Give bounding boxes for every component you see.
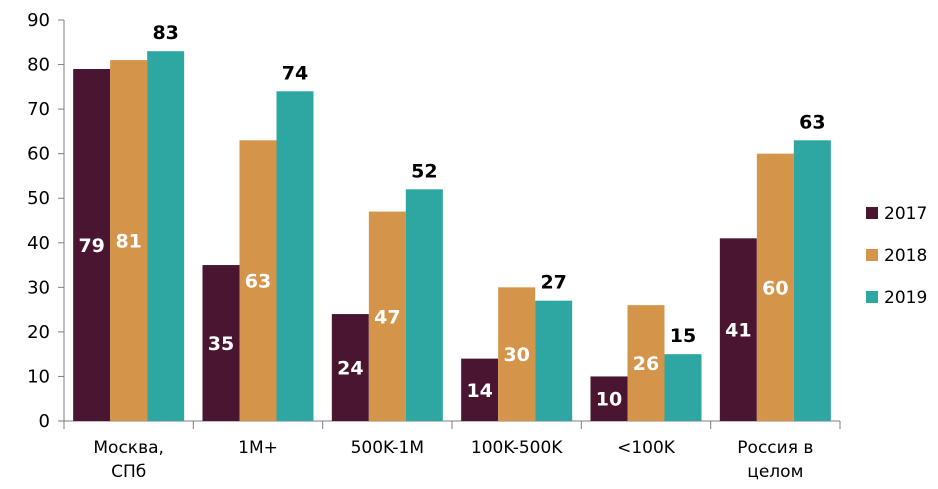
bar-2017 (461, 358, 499, 421)
data-label: 52 (411, 160, 437, 182)
y-tick-label: 0 (39, 411, 50, 432)
bar-2017 (202, 265, 240, 421)
bar-2018 (239, 140, 277, 422)
y-axis: 0 10 20 30 40 50 60 70 80 90 (27, 10, 65, 432)
x-tick-label: Москва, (93, 438, 164, 458)
legend-label: 2019 (884, 288, 927, 308)
x-tick-label: Россия в (737, 438, 813, 458)
y-tick-label: 40 (27, 233, 50, 254)
bar-2017 (73, 69, 111, 421)
data-label: 63 (245, 271, 271, 293)
data-label: 15 (670, 325, 696, 347)
bar-2018 (110, 60, 148, 421)
legend: 2017 2018 2019 (866, 204, 927, 308)
bar-2017 (331, 314, 369, 421)
bar-2018 (756, 153, 794, 421)
legend-swatch (866, 249, 878, 261)
bar-labels: 79 35 24 14 10 41 81 63 47 30 26 60 83 74 52 27 15 63 (78, 22, 825, 411)
bar-2019 (147, 51, 185, 421)
bar-2019 (793, 140, 831, 422)
data-label: 30 (503, 344, 529, 366)
bar-2019 (535, 300, 573, 421)
bar-2018 (368, 211, 406, 421)
data-label: 83 (152, 22, 178, 44)
bar-2018 (627, 305, 665, 421)
data-label: 14 (466, 380, 492, 402)
legend-label: 2018 (884, 246, 927, 266)
data-label: 24 (337, 358, 363, 380)
y-tick-label: 50 (27, 188, 50, 209)
bar-2018 (498, 287, 536, 421)
x-tick-label: 500K-1M (351, 438, 424, 458)
x-tick-label: 1М+ (238, 438, 278, 458)
bar-2019 (405, 189, 443, 421)
legend-swatch (866, 207, 878, 219)
data-label: 41 (725, 320, 751, 342)
bar-2019 (276, 91, 314, 422)
x-tick-label: <100K (617, 438, 676, 458)
bar-2017 (719, 238, 757, 421)
bar-2017 (590, 376, 628, 421)
x-tick-label: 100K-500K (471, 438, 563, 458)
y-tick-label: 60 (27, 144, 50, 165)
x-tick-label: СПб (111, 462, 146, 482)
y-tick-label: 30 (27, 277, 50, 298)
data-label: 47 (374, 306, 400, 328)
x-tick-label: целом (747, 462, 803, 482)
x-axis: Москва, СПб 1М+ 500K-1M 100K-500K <100K Россия… (63, 420, 841, 482)
y-tick-label: 20 (27, 322, 50, 343)
data-label: 60 (762, 277, 788, 299)
legend-label: 2017 (884, 204, 927, 224)
data-label: 79 (78, 235, 104, 257)
y-tick-label: 80 (27, 55, 50, 76)
legend-swatch (866, 291, 878, 303)
bars (73, 51, 831, 422)
data-label: 10 (596, 389, 622, 411)
data-label: 81 (115, 231, 141, 253)
y-tick-label: 70 (27, 99, 50, 120)
y-tick-label: 90 (27, 10, 50, 31)
y-tick-label: 10 (27, 366, 50, 387)
data-label: 35 (208, 333, 234, 355)
data-label: 74 (282, 62, 308, 84)
bar-2019 (664, 354, 702, 421)
data-label: 63 (799, 111, 825, 133)
data-label: 27 (540, 272, 566, 294)
data-label: 26 (633, 353, 659, 375)
